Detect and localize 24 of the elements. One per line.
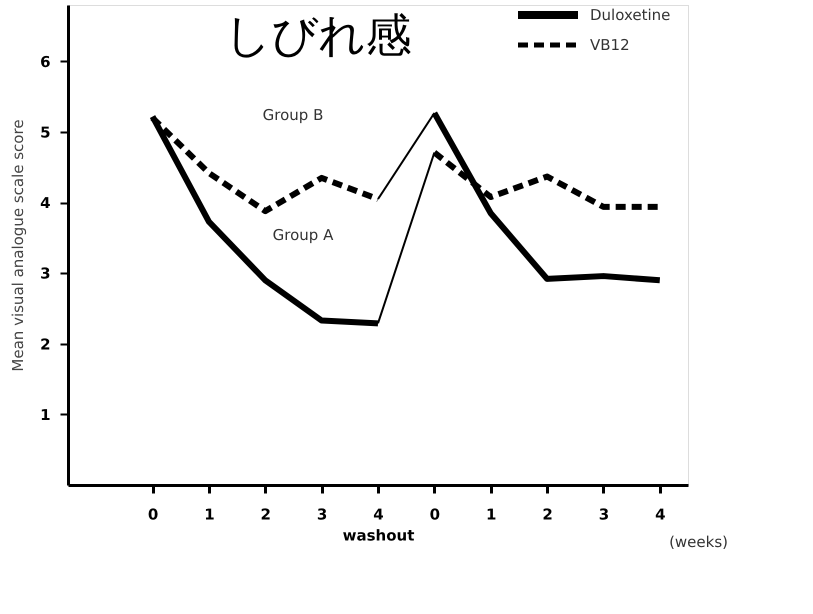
x-tick-label: 0 bbox=[430, 506, 440, 524]
legend-label: VB12 bbox=[590, 36, 630, 54]
x-tick-label: 3 bbox=[598, 506, 610, 524]
x-tick-label: 0 bbox=[148, 506, 158, 524]
y-axis-title: Mean visual analogue scale score bbox=[9, 119, 28, 372]
y-tick-label: 4 bbox=[40, 194, 50, 212]
x-tick-label: 2 bbox=[260, 506, 271, 524]
y-tick-label: 3 bbox=[40, 264, 50, 283]
x-axis-title: washout bbox=[342, 526, 414, 544]
y-tick-label: 6 bbox=[40, 52, 50, 71]
x-tick-label: 4 bbox=[373, 506, 384, 524]
x-tick-label: 2 bbox=[542, 506, 553, 524]
annotation: Group B bbox=[262, 106, 324, 124]
chart-title: しびれ感 bbox=[224, 8, 412, 62]
x-tick-label: 4 bbox=[655, 506, 666, 524]
text: (weeks) bbox=[669, 533, 728, 551]
annotation: Group A bbox=[272, 226, 334, 244]
x-tick-label: 1 bbox=[486, 506, 496, 524]
y-tick-label: 5 bbox=[40, 124, 50, 142]
x-tick-label: 3 bbox=[316, 506, 328, 524]
legend-label: Duloxetine bbox=[590, 6, 670, 24]
y-tick-label: 1 bbox=[40, 406, 50, 424]
y-tick-label: 2 bbox=[40, 335, 50, 354]
x-tick-label: 1 bbox=[204, 506, 215, 524]
